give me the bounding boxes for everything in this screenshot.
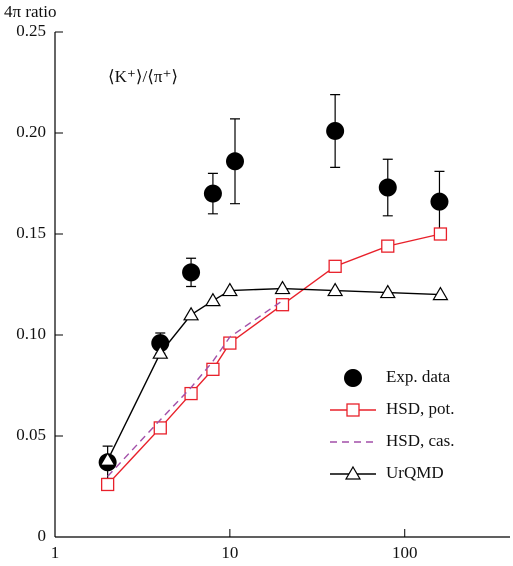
x-tick-label: 1 — [51, 543, 60, 562]
data-point — [183, 306, 200, 321]
data-point — [430, 192, 449, 211]
data-point — [433, 227, 448, 241]
series-line — [107, 300, 283, 477]
data-point — [153, 421, 167, 435]
legend-marker — [344, 369, 362, 387]
data-point — [326, 121, 345, 140]
data-point — [379, 284, 396, 299]
data-point — [182, 263, 201, 282]
y-axis-label: 4π ratio — [4, 2, 57, 21]
data-point — [184, 386, 198, 401]
annotation: ⟨K⁺⟩/⟨π⁺⟩ — [108, 67, 178, 86]
legend-label: Exp. data — [386, 367, 451, 386]
y-tick-label: 0.10 — [16, 324, 46, 343]
data-point — [274, 280, 291, 295]
data-point — [204, 292, 221, 307]
data-point — [381, 239, 395, 253]
y-tick-label: 0.15 — [16, 223, 46, 242]
data-point — [432, 286, 449, 301]
data-point — [225, 152, 244, 171]
data-point — [99, 452, 116, 466]
data-point — [327, 282, 344, 297]
y-tick-label: 0.20 — [16, 122, 46, 141]
y-tick-label: 0 — [38, 526, 47, 545]
data-point — [203, 184, 222, 203]
y-tick-label: 0.05 — [16, 425, 46, 444]
data-point — [275, 298, 290, 312]
data-point — [152, 344, 169, 359]
legend-label: HSD, pot. — [386, 399, 454, 418]
legend-marker — [346, 403, 360, 417]
data-point — [100, 477, 115, 492]
data-point — [378, 178, 397, 197]
data-point — [328, 259, 342, 273]
legend-label: UrQMD — [386, 463, 444, 482]
data-point — [206, 362, 220, 376]
data-point — [223, 336, 237, 350]
legend-marker — [344, 465, 362, 480]
x-tick-label: 10 — [221, 543, 238, 562]
x-tick-label: 100 — [392, 543, 418, 562]
y-tick-label: 0.25 — [16, 21, 46, 40]
legend-label: HSD, cas. — [386, 431, 454, 450]
data-point — [221, 282, 238, 297]
